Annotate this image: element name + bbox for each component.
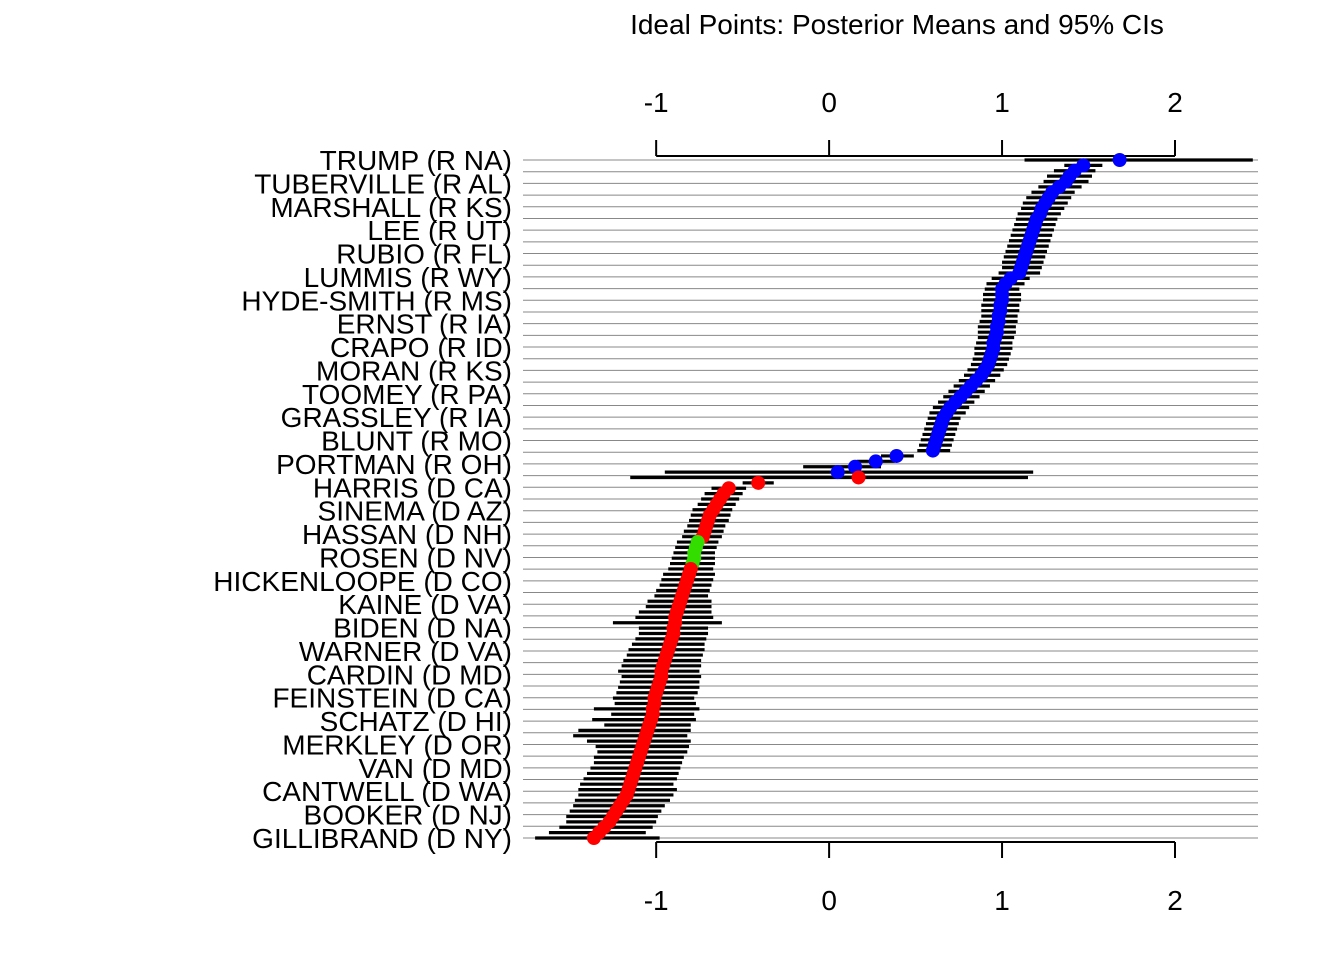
tick-label: 2	[1167, 885, 1183, 916]
chart-title: Ideal Points: Posterior Means and 95% CI…	[630, 9, 1164, 40]
row-label: SINEMA (D AZ)	[318, 496, 512, 527]
mean-point	[586, 831, 601, 845]
reference-lines	[523, 159, 1258, 839]
mean-point	[1112, 153, 1127, 167]
row-label: HARRIS (D CA)	[313, 472, 512, 503]
posterior-means	[586, 153, 1127, 845]
row-label: GRASSLEY (R IA)	[281, 402, 512, 433]
row-label: CARDIN (D MD)	[307, 659, 512, 690]
row-label: HASSAN (D NH)	[302, 519, 512, 550]
row-label: CANTWELL (D WA)	[262, 776, 512, 807]
mean-point	[868, 454, 883, 469]
row-label: TOOMEY (R PA)	[302, 379, 512, 410]
tick-label: -1	[644, 87, 669, 118]
row-label: TUBERVILLE (R AL)	[254, 168, 512, 199]
row-label: MORAN (R KS)	[316, 355, 512, 386]
tick-label: 0	[821, 87, 837, 118]
row-label: HICKENLOOPE (D CO)	[213, 566, 512, 597]
top-axis: -1 0 1 2	[644, 87, 1183, 157]
row-label: MARSHALL (R KS)	[270, 192, 512, 223]
tick-label: 2	[1167, 87, 1183, 118]
tick-label: 1	[994, 87, 1010, 118]
tick-label: -1	[644, 885, 669, 916]
mean-point	[848, 459, 863, 474]
row-label: BLUNT (R MO)	[321, 426, 512, 457]
mean-point	[925, 443, 940, 458]
row-label: GILLIBRAND (D NY)	[252, 823, 512, 854]
row-label: BIDEN (D NA)	[333, 613, 512, 644]
row-label: BOOKER (D NJ)	[304, 800, 512, 831]
row-labels: TRUMP (R NA)TUBERVILLE (R AL)MARSHALL (R…	[213, 145, 512, 854]
mean-point	[851, 470, 866, 485]
row-label: LEE (R UT)	[367, 215, 512, 246]
bottom-axis: -1 0 1 2	[644, 841, 1183, 916]
row-label: TRUMP (R NA)	[320, 145, 512, 176]
row-label: FEINSTEIN (D CA)	[272, 683, 512, 714]
row-label: LUMMIS (R WY)	[304, 262, 512, 293]
row-label: RUBIO (R FL)	[336, 239, 512, 270]
row-label: HYDE-SMITH (R MS)	[241, 285, 512, 316]
tick-label: 0	[821, 885, 837, 916]
row-label: ERNST (R IA)	[337, 309, 512, 340]
row-label: ROSEN (D NV)	[319, 542, 512, 573]
row-label: MERKLEY (D OR)	[282, 729, 512, 760]
tick-label: 1	[994, 885, 1010, 916]
mean-point	[889, 448, 904, 463]
row-label: CRAPO (R ID)	[330, 332, 512, 363]
mean-point	[830, 465, 845, 480]
row-label: SCHATZ (D HI)	[320, 706, 512, 737]
row-label: VAN (D MD)	[359, 753, 512, 784]
row-label: PORTMAN (R OH)	[276, 449, 512, 480]
row-label: WARNER (D VA)	[299, 636, 512, 667]
mean-point	[751, 475, 766, 490]
row-label: KAINE (D VA)	[338, 589, 512, 620]
